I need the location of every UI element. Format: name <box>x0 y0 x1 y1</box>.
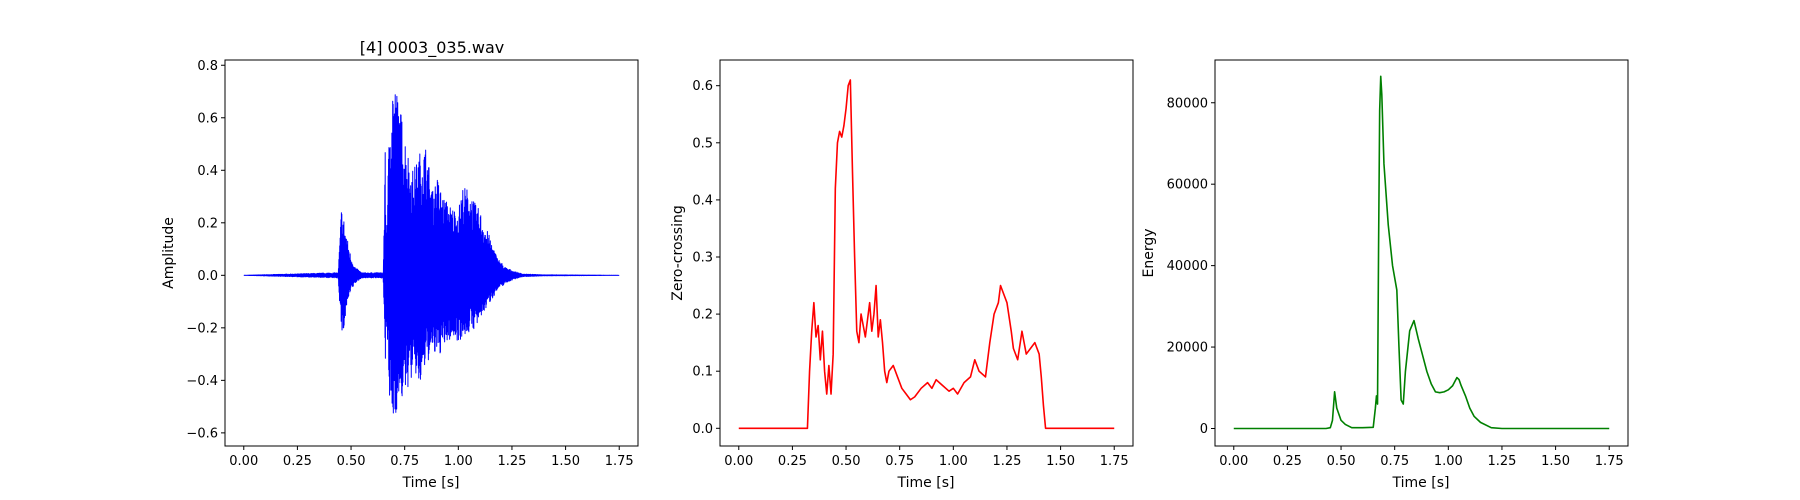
amplitude-x-tick-label: 0.50 <box>337 454 366 469</box>
amplitude-y-tick-label: −0.6 <box>186 426 218 441</box>
zero-crossing-x-tick-label: 1.00 <box>939 454 968 469</box>
energy-x-tick-label: 1.25 <box>1487 454 1516 469</box>
amplitude-x-tick-label: 1.75 <box>605 454 634 469</box>
zero-crossing-series-line <box>738 79 1115 430</box>
zero-crossing-y-tick-label: 0.3 <box>692 250 713 265</box>
zero-crossing-y-tick-label: 0.1 <box>692 365 713 380</box>
zero-crossing-x-tick-label: 1.25 <box>992 454 1021 469</box>
energy-y-ticks: 0 20000 40000 60000 80000 <box>1167 96 1215 437</box>
energy-x-tick-label: 1.00 <box>1434 454 1463 469</box>
energy-y-tick-label: 20000 <box>1167 341 1208 356</box>
zero-crossing-y-tick-label: 0.2 <box>692 308 713 323</box>
energy-marks <box>1233 75 1610 430</box>
zero-crossing-x-tick-label: 0.25 <box>778 454 807 469</box>
energy-y-tick-label: 0 <box>1200 422 1208 437</box>
zero-crossing-panel: 0.00 0.25 0.50 0.75 1.00 1.25 1.50 1.75 0.00.10… <box>670 59 1134 491</box>
amplitude-y-tick-label: 0.6 <box>197 111 218 126</box>
zero-crossing-y-tick-label: 0.0 <box>692 422 713 437</box>
energy-x-tick-label: 0.75 <box>1380 454 1409 469</box>
energy-x-tick-label: 1.75 <box>1595 454 1624 469</box>
amplitude-x-axis-label: Time [s] <box>402 475 460 491</box>
zero-crossing-y-ticks: 0.0 0.1 0.2 0.3 0.4 0.5 0.6 <box>692 79 720 437</box>
energy-axes-frame <box>1214 59 1629 447</box>
amplitude-x-ticks: 0.00 0.25 0.50 0.75 1.00 1.25 1.50 1.75 <box>229 446 634 469</box>
zero-crossing-axes-frame <box>719 59 1134 447</box>
zero-crossing-y-tick-label: 0.4 <box>692 193 713 208</box>
energy-x-tick-label: 0.25 <box>1273 454 1302 469</box>
zero-crossing-y-tick-label: 0.6 <box>692 79 713 94</box>
amplitude-y-tick-label: 0.0 <box>197 269 218 284</box>
zero-crossing-x-tick-label: 0.00 <box>724 454 753 469</box>
amplitude-y-tick-label: 0.2 <box>197 216 218 231</box>
energy-x-tick-label: 0.00 <box>1219 454 1248 469</box>
zero-crossing-x-tick-label: 0.75 <box>885 454 914 469</box>
energy-x-tick-label: 0.50 <box>1327 454 1356 469</box>
energy-y-axis-label: Energy <box>1141 228 1157 277</box>
amplitude-y-axis-label: Amplitude <box>161 217 177 289</box>
energy-x-axis-label: Time [s] <box>1392 475 1450 491</box>
amplitude-x-tick-label: 0.00 <box>229 454 258 469</box>
zero-crossing-x-ticks: 0.00 0.25 0.50 0.75 1.00 1.25 1.50 1.75 <box>724 446 1129 469</box>
amplitude-axes-frame <box>224 59 639 447</box>
zero-crossing-x-tick-label: 1.75 <box>1100 454 1129 469</box>
energy-x-tick-label: 1.50 <box>1541 454 1570 469</box>
amplitude-panel: [4] 0003_035.wav 0.00 0.25 0.50 0.75 1.00 1.2… <box>161 38 639 491</box>
energy-x-ticks: 0.00 0.25 0.50 0.75 1.00 1.25 1.50 1.75 <box>1219 446 1624 469</box>
zero-crossing-x-tick-label: 1.50 <box>1046 454 1075 469</box>
energy-panel: 0.00 0.25 0.50 0.75 1.00 1.25 1.50 1.75 0 20000 4… <box>1141 59 1629 491</box>
amplitude-y-tick-label: 0.8 <box>197 59 218 74</box>
amplitude-y-tick-label: 0.4 <box>197 164 218 179</box>
amplitude-x-tick-label: 1.50 <box>551 454 580 469</box>
amplitude-x-tick-label: 0.25 <box>283 454 312 469</box>
zero-crossing-x-tick-label: 0.50 <box>832 454 861 469</box>
amplitude-title: [4] 0003_035.wav <box>360 38 504 58</box>
amplitude-x-tick-label: 1.25 <box>497 454 526 469</box>
zero-crossing-y-tick-label: 0.5 <box>692 136 713 151</box>
zero-crossing-x-axis-label: Time [s] <box>897 475 955 491</box>
amplitude-x-tick-label: 1.00 <box>444 454 473 469</box>
amplitude-series-line <box>243 94 620 414</box>
zero-crossing-y-axis-label: Zero-crossing <box>670 205 686 300</box>
zero-crossing-marks <box>738 79 1115 430</box>
energy-y-tick-label: 80000 <box>1167 96 1208 111</box>
amplitude-marks <box>243 94 620 414</box>
energy-y-tick-label: 60000 <box>1167 178 1208 193</box>
amplitude-y-tick-label: −0.4 <box>186 374 218 389</box>
energy-series-line <box>1233 75 1610 430</box>
amplitude-x-tick-label: 0.75 <box>390 454 419 469</box>
amplitude-y-ticks: −0.6 −0.4 −0.2 0.0 0.2 0.4 0.6 0.8 <box>186 59 225 441</box>
amplitude-y-tick-label: −0.2 <box>186 321 218 336</box>
energy-y-tick-label: 40000 <box>1167 259 1208 274</box>
